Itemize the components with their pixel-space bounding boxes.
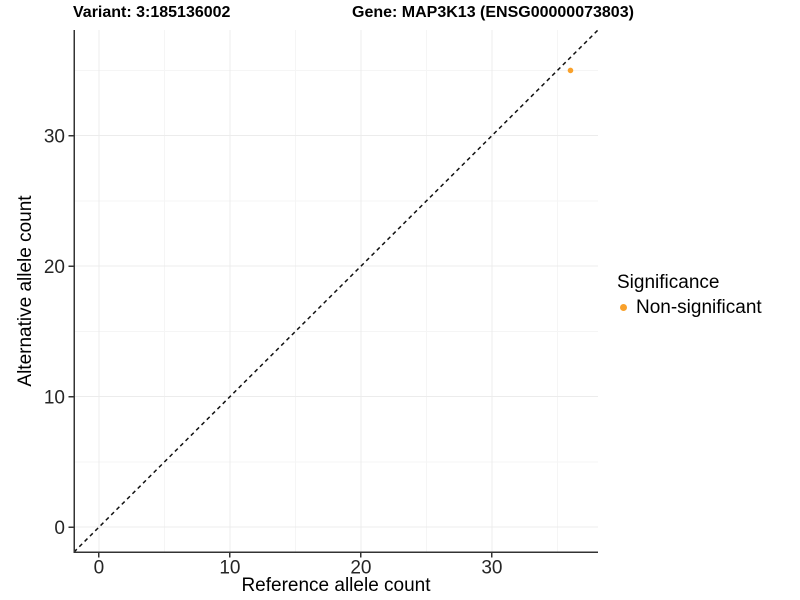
y-tick-label: 10	[44, 388, 65, 409]
x-tick-label: 0	[94, 558, 105, 579]
y-tick-label: 0	[54, 518, 65, 539]
x-tick-label: 30	[481, 558, 502, 579]
x-axis-title: Reference allele count	[241, 575, 431, 596]
x-tick-label: 20	[350, 558, 371, 579]
data-point	[567, 67, 574, 74]
gene-title: Gene: MAP3K13 (ENSG00000073803)	[352, 4, 634, 21]
legend-item-label: Non-significant	[636, 297, 762, 318]
identity-dashed-line	[73, 29, 599, 553]
legend-point-icon	[620, 304, 627, 311]
x-tick-label: 10	[219, 558, 240, 579]
y-axis-title: Alternative allele count	[15, 195, 36, 387]
legend: Significance Non-significant	[617, 271, 762, 319]
legend-item-non-significant: Non-significant	[617, 296, 762, 319]
y-tick-label: 30	[44, 127, 65, 148]
legend-title: Significance	[617, 272, 720, 293]
variant-title: Variant: 3:185136002	[73, 4, 231, 21]
y-tick-label: 20	[44, 257, 65, 278]
